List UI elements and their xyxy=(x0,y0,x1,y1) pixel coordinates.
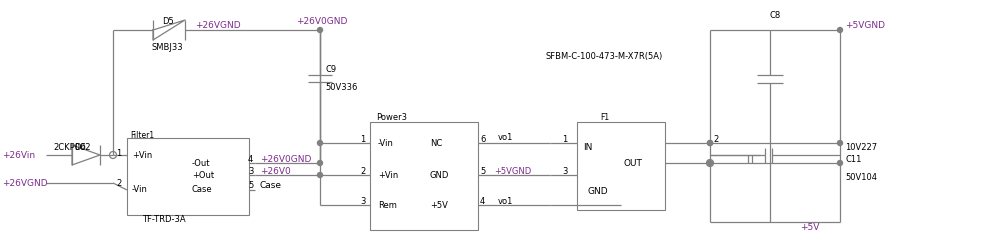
Text: OUT: OUT xyxy=(624,159,643,168)
Text: D6: D6 xyxy=(74,143,86,152)
Text: D5: D5 xyxy=(162,18,174,26)
Text: 6: 6 xyxy=(480,134,485,144)
Text: SMBJ33: SMBJ33 xyxy=(152,43,184,51)
Circle shape xyxy=(318,160,322,165)
Text: 1: 1 xyxy=(116,149,121,158)
Circle shape xyxy=(318,173,322,178)
Text: vo1: vo1 xyxy=(498,197,513,205)
Circle shape xyxy=(318,28,322,33)
Text: Case: Case xyxy=(192,185,213,194)
Text: SFBM-C-100-473-M-X7R(5A): SFBM-C-100-473-M-X7R(5A) xyxy=(545,53,662,61)
Text: GND: GND xyxy=(587,188,608,197)
Text: 50V104: 50V104 xyxy=(845,174,877,183)
Text: Case: Case xyxy=(260,182,282,190)
Text: +26VGND: +26VGND xyxy=(2,178,48,188)
Bar xyxy=(370,122,478,230)
Text: 3: 3 xyxy=(248,167,253,175)
Text: C11: C11 xyxy=(845,155,861,164)
Text: +26V0GND: +26V0GND xyxy=(260,154,311,164)
Bar xyxy=(127,138,249,215)
Text: 5: 5 xyxy=(248,182,253,190)
Circle shape xyxy=(838,160,842,165)
Circle shape xyxy=(838,28,842,33)
Text: TF-TRD-3A: TF-TRD-3A xyxy=(142,215,186,224)
Text: C9: C9 xyxy=(325,65,336,74)
Text: F1: F1 xyxy=(600,114,609,123)
Text: -Out: -Out xyxy=(192,159,210,168)
Text: 2: 2 xyxy=(360,167,365,175)
Text: +Vin: +Vin xyxy=(132,150,152,159)
Text: 3: 3 xyxy=(360,197,365,205)
Text: 2CKP002: 2CKP002 xyxy=(53,144,90,153)
Text: +5VGND: +5VGND xyxy=(494,167,531,175)
Text: 4: 4 xyxy=(480,197,485,205)
Text: 50V336: 50V336 xyxy=(325,84,357,93)
Bar xyxy=(577,122,665,210)
Text: 2: 2 xyxy=(116,178,121,188)
Text: +5V: +5V xyxy=(800,223,819,233)
Circle shape xyxy=(838,140,842,145)
Text: 5: 5 xyxy=(480,167,485,175)
Text: 10V227: 10V227 xyxy=(845,144,877,153)
Circle shape xyxy=(708,140,712,145)
Text: -Vin: -Vin xyxy=(378,139,394,148)
Text: 1: 1 xyxy=(360,134,365,144)
Text: +Vin: +Vin xyxy=(378,170,398,179)
Text: +26Vin: +26Vin xyxy=(2,150,35,159)
Text: +26V0GND: +26V0GND xyxy=(296,18,347,26)
Text: GND: GND xyxy=(430,170,449,179)
Text: +26VGND: +26VGND xyxy=(195,20,241,30)
Text: Power3: Power3 xyxy=(376,114,407,123)
Text: Rem: Rem xyxy=(378,200,397,209)
Text: IN: IN xyxy=(583,144,592,153)
Text: 3: 3 xyxy=(562,167,567,175)
Text: +5VGND: +5VGND xyxy=(845,20,885,30)
Text: +5V: +5V xyxy=(430,200,448,209)
Circle shape xyxy=(708,160,712,165)
Text: C8: C8 xyxy=(770,10,781,20)
Text: -Vin: -Vin xyxy=(132,185,148,194)
Circle shape xyxy=(708,140,712,145)
Text: 1: 1 xyxy=(562,134,567,144)
Text: +Out: +Out xyxy=(192,170,214,179)
Text: +26V0: +26V0 xyxy=(260,167,291,175)
Text: 4: 4 xyxy=(248,154,253,164)
Text: NC: NC xyxy=(430,139,442,148)
Text: vo1: vo1 xyxy=(498,134,513,143)
Text: Filter1: Filter1 xyxy=(130,130,154,139)
Circle shape xyxy=(318,140,322,145)
Text: 2: 2 xyxy=(713,134,718,144)
